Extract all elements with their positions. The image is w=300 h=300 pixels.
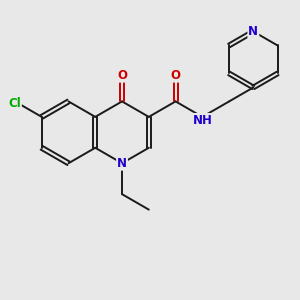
Text: N: N [117,157,127,170]
Text: O: O [117,69,127,82]
Text: N: N [248,25,258,38]
Text: O: O [171,69,181,82]
Text: NH: NH [192,114,212,127]
Text: Cl: Cl [8,97,21,110]
